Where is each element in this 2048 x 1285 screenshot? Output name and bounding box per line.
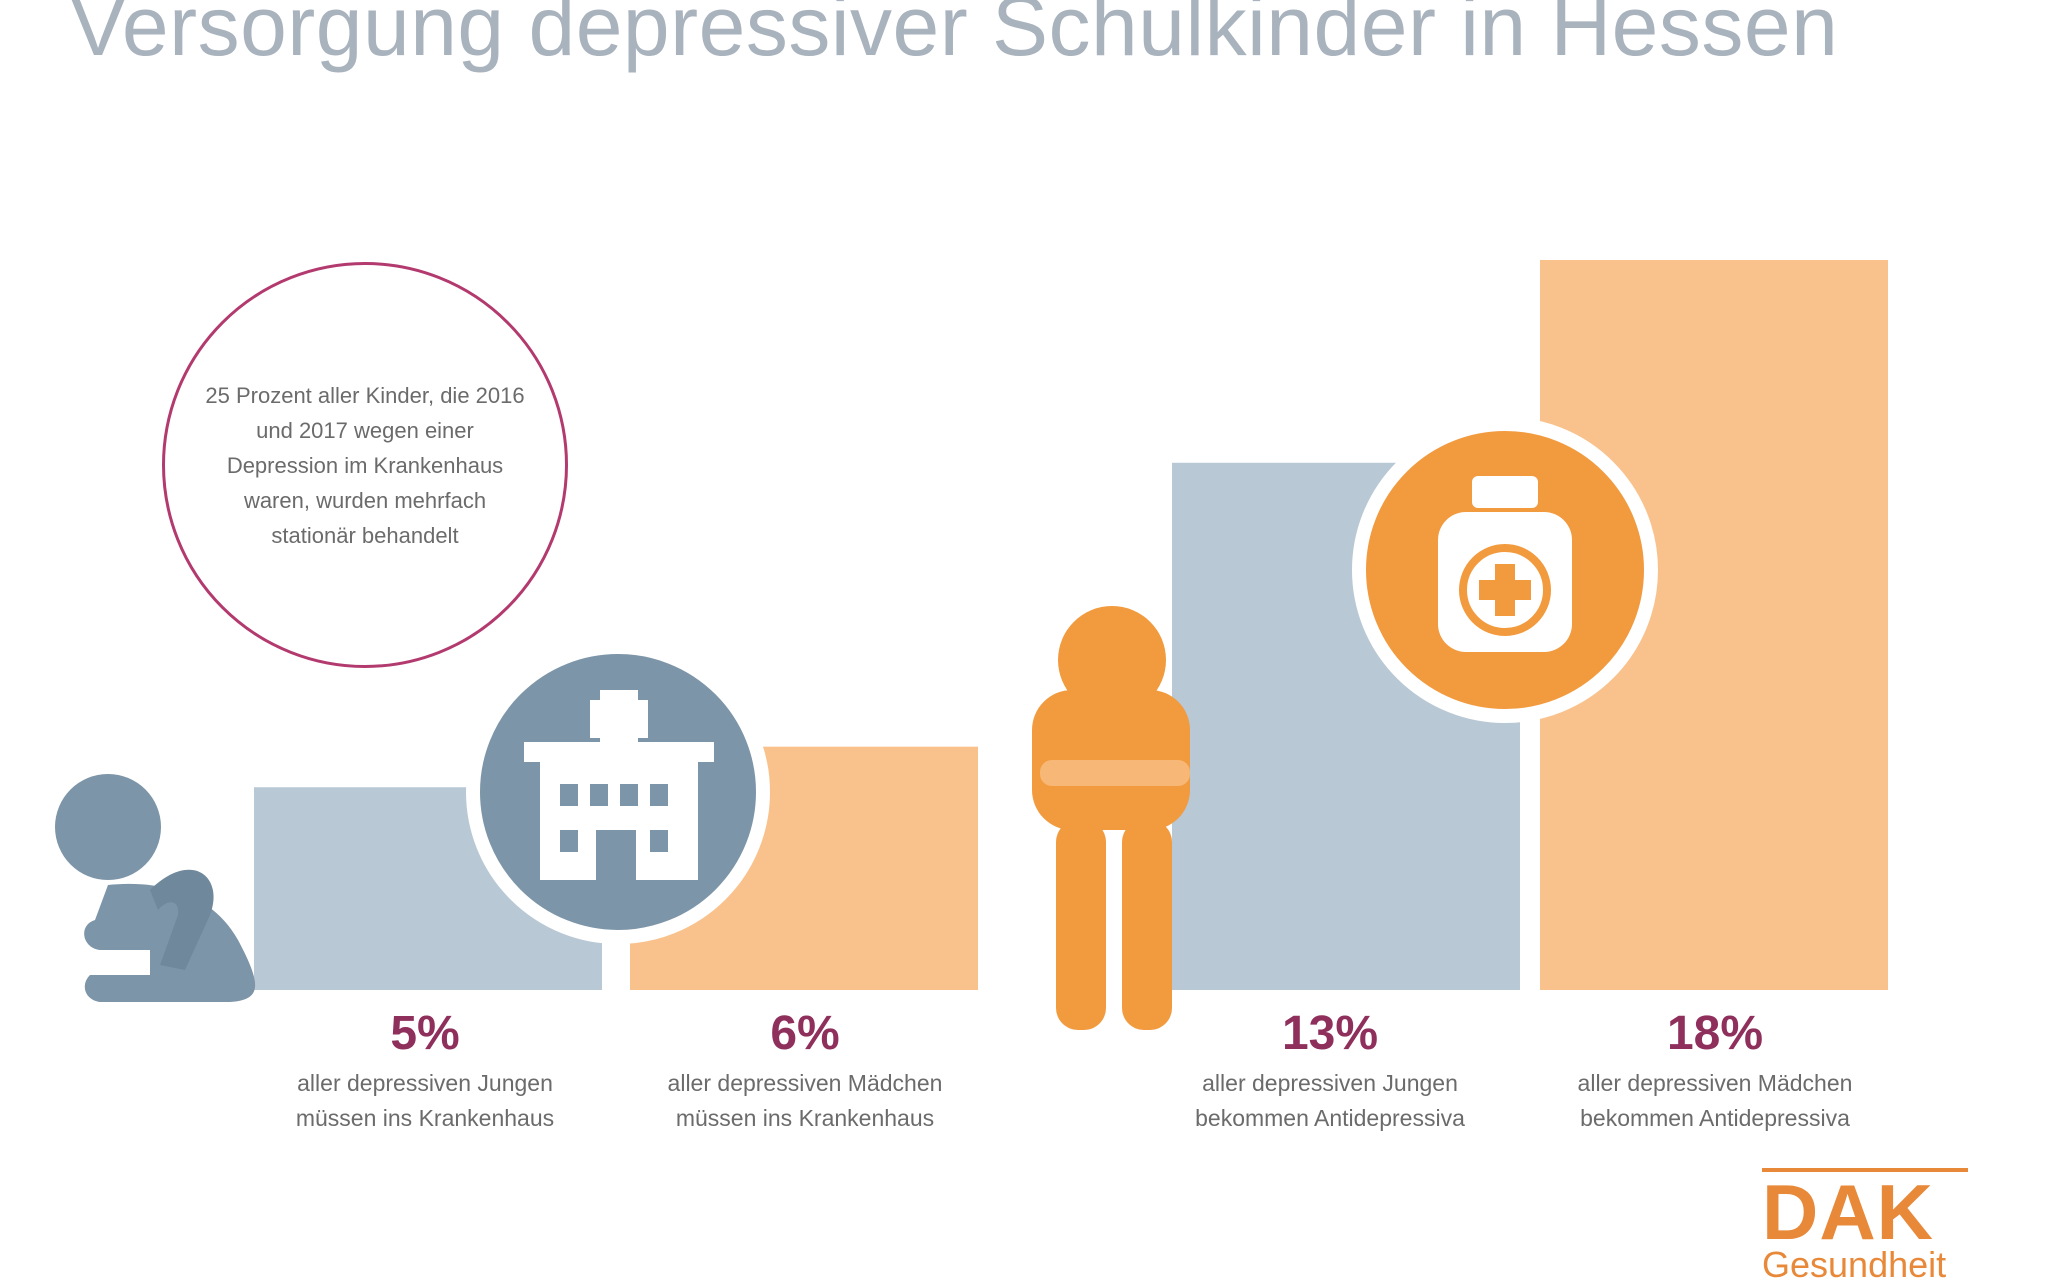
bar-label-1: 5% aller depressiven Jungen müssen ins Kra… [235, 1006, 615, 1136]
bar-description: müssen ins Krankenhaus [295, 1105, 555, 1131]
bar-description: aller depressiven Jungen [1202, 1070, 1458, 1096]
medicine-bottle-icon [1352, 417, 1658, 723]
value-label: 13% [1281, 1007, 1379, 1060]
bar-label-4: 18% aller depressiven Mädchen bekommen Ant… [1525, 1006, 1905, 1136]
bar-description: aller depressiven Mädchen [667, 1070, 943, 1096]
value-label: 18% [1666, 1007, 1764, 1060]
note-text: 25 Prozent aller Kinder, die 2016 und 20… [205, 382, 525, 548]
bar-description: bekommen Antidepressiva [1195, 1105, 1465, 1131]
bar-label-3: 13% aller depressiven Jungen bekommen Anti… [1140, 1006, 1520, 1136]
bar-label-2: 6% aller depressiven Mädchen müssen ins Kr… [615, 1006, 995, 1136]
logo-sub: Gesundheit [1762, 1244, 1947, 1285]
note-circle: 25 Prozent aller Kinder, die 2016 und 20… [162, 262, 568, 668]
standing-child-icon [1032, 606, 1190, 1030]
dak-logo: DAK Gesundheit [1762, 1168, 1978, 1284]
hospital-icon [466, 640, 770, 944]
logo-word: DAK [1762, 1168, 1934, 1256]
bar-description: aller depressiven Mädchen [1577, 1070, 1853, 1096]
sitting-child-icon [55, 774, 256, 1002]
value-label: 6% [770, 1007, 840, 1060]
logo-line [1762, 1168, 1968, 1172]
bar-description: aller depressiven Jungen [297, 1070, 553, 1096]
value-label: 5% [390, 1007, 460, 1060]
page-title: Versorgung depressiver Schulkinder in He… [70, 0, 1839, 73]
bar-description: bekommen Antidepressiva [1580, 1105, 1850, 1131]
bar-description: müssen ins Krankenhaus [675, 1105, 935, 1131]
